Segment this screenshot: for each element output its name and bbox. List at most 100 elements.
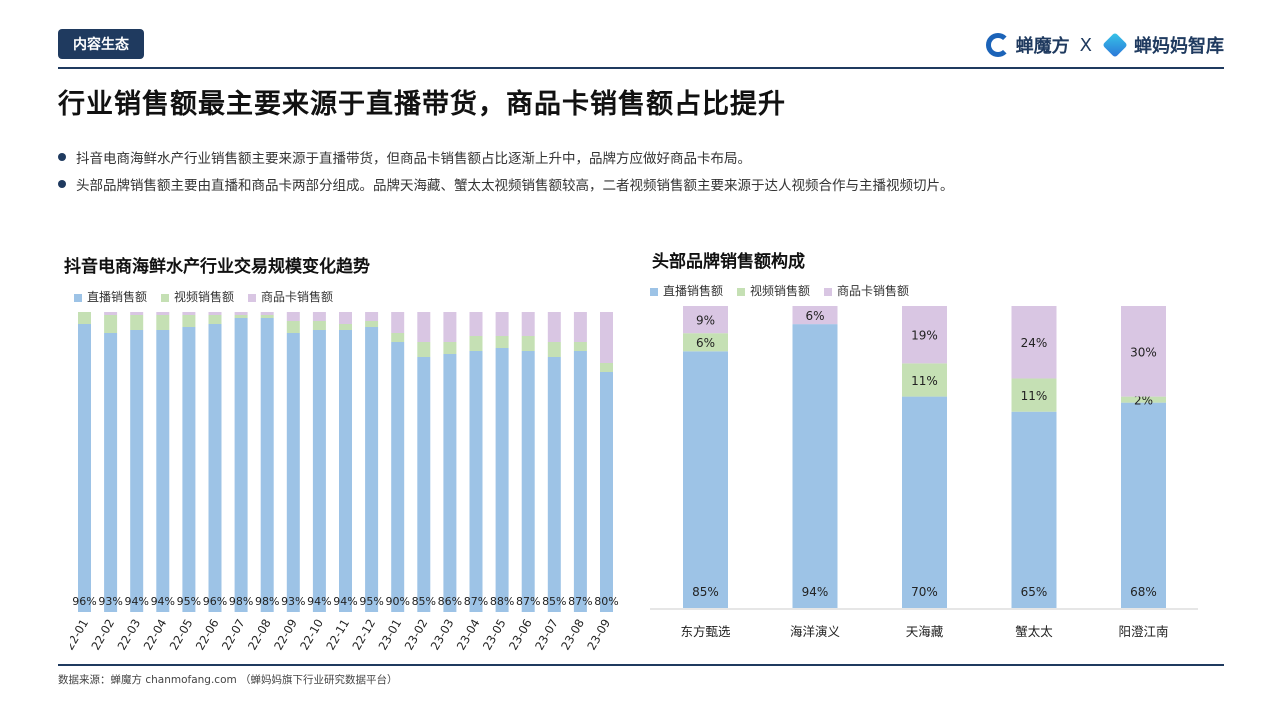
bar-segment-card: [182, 312, 196, 315]
data-source-note: 数据来源：蝉魔方 chanmofang.com （蝉妈妈旗下行业研究数据平台）: [58, 674, 398, 686]
bar-segment-card: [391, 312, 405, 333]
legend-item-video: 视频销售额: [161, 288, 234, 305]
x-tick-label: 23-04: [454, 617, 483, 653]
x-tick-label: 22-06: [193, 617, 222, 653]
bar-segment-card: [495, 312, 509, 336]
x-tick-label: 22-05: [167, 617, 196, 653]
bar-segment-live: [521, 351, 535, 612]
data-label: 6%: [696, 336, 715, 350]
data-label: 94%: [333, 595, 357, 608]
bar-segment-live: [312, 330, 326, 612]
data-label: 65%: [1021, 585, 1048, 599]
bar-segment-live: [417, 357, 431, 612]
bar-segment-live: [260, 318, 274, 612]
bar-segment-live: [547, 357, 561, 612]
bar-segment-card: [469, 312, 483, 336]
bar-segment-video: [234, 315, 248, 318]
bar-segment-live: [573, 351, 587, 612]
data-label: 6%: [805, 309, 824, 323]
x-tick-label: 23-05: [480, 617, 509, 653]
data-label: 24%: [1021, 336, 1048, 350]
x-tick-label: 22-04: [141, 617, 170, 653]
bar-segment-card: [902, 306, 947, 364]
bar-segment-card: [792, 306, 838, 325]
bar-segment-live: [443, 354, 457, 612]
bar-segment-video: [286, 321, 300, 333]
bar-segment-card: [573, 312, 587, 342]
bar-segment-card: [156, 312, 170, 315]
data-label: 87%: [464, 595, 488, 608]
bar-segment-card: [521, 312, 535, 336]
bar-segment-card: [547, 312, 561, 342]
bar-segment-video: [182, 315, 196, 327]
bar-segment-card: [208, 312, 222, 315]
x-tick-label: 22-07: [219, 617, 248, 653]
footer-divider: [58, 664, 1224, 666]
bar-segment-live: [495, 348, 509, 612]
bar-segment-card: [104, 312, 118, 315]
bar-segment-live: [286, 333, 300, 612]
bullet-item: 抖音电商海鲜水产行业销售额主要来源于直播带货，但商品卡销售额占比逐渐上升中，品牌…: [58, 143, 954, 170]
right-chart-title: 头部品牌销售额构成: [652, 252, 805, 272]
bar-segment-video: [156, 315, 170, 330]
x-tick-label: 23-06: [506, 617, 535, 653]
header-divider: [58, 67, 1224, 69]
data-label: 85%: [412, 595, 436, 608]
bar-segment-live: [182, 327, 196, 612]
data-label: 9%: [696, 314, 715, 328]
bar-segment-video: [339, 324, 352, 330]
data-label: 98%: [229, 595, 253, 608]
bar-segment-live: [1011, 411, 1057, 608]
bar-segment-card: [260, 312, 274, 315]
data-label: 86%: [438, 595, 462, 608]
chanmama-logo-icon: [1102, 32, 1128, 58]
x-tick-label: 22-12: [349, 617, 378, 653]
legend-item-live: 直播销售额: [74, 288, 147, 305]
x-tick-label: 23-08: [558, 617, 587, 653]
x-tick-label: 22-09: [271, 617, 300, 653]
bar-segment-video: [130, 315, 144, 330]
data-label: 98%: [255, 595, 279, 608]
bar-segment-card: [1121, 306, 1166, 397]
x-tick-label: 23-02: [402, 617, 431, 653]
x-tick-label: 东方甄选: [680, 624, 731, 639]
data-label: 90%: [385, 595, 409, 608]
bar-segment-live: [902, 396, 947, 608]
bar-segment-video: [208, 315, 222, 324]
right-chart-legend: 直播销售额 视频销售额 商品卡销售额: [650, 282, 909, 299]
legend-item-card: 商品卡销售额: [824, 282, 909, 299]
summary-bullets: 抖音电商海鲜水产行业销售额主要来源于直播带货，但商品卡销售额占比逐渐上升中，品牌…: [58, 143, 954, 197]
bar-segment-video: [495, 336, 509, 348]
bar-segment-card: [600, 312, 613, 363]
data-label: 11%: [911, 374, 938, 388]
section-tag: 内容生态: [58, 29, 144, 59]
x-tick-label: 23-01: [375, 617, 404, 653]
right-stacked-bar-chart: 85% 6% 9% 东方甄选 94% 6% 海洋演义 70% 11% 19% 天海藏 65% 11% 24…: [650, 306, 1198, 639]
data-label: 94%: [802, 585, 829, 599]
data-label: 96%: [72, 595, 96, 608]
chanmofang-logo-icon: [985, 33, 1010, 57]
page-title: 行业销售额最主要来源于直播带货，商品卡销售额占比提升: [58, 89, 786, 120]
bar-segment-live: [208, 324, 222, 612]
left-stacked-bar-chart: 96% 22-01 93% 22-02 94% 22-03 94% 22-04 95% 22-05…: [70, 312, 619, 653]
brand-logos: 蝉魔方 X 蝉妈妈智库: [985, 30, 1224, 60]
bar-segment-live: [104, 333, 118, 612]
data-label: 68%: [1130, 585, 1157, 599]
bar-segment-video: [600, 363, 613, 372]
bar-segment-card: [683, 306, 728, 334]
x-tick-label: 23-09: [584, 617, 613, 653]
data-label: 95%: [177, 595, 201, 608]
data-label: 88%: [490, 595, 514, 608]
brand-right-name: 蝉妈妈智库: [1134, 36, 1224, 57]
legend-item-card: 商品卡销售额: [248, 288, 333, 305]
data-label: 19%: [911, 329, 938, 343]
bar-segment-card: [286, 312, 300, 321]
bar-segment-live: [391, 342, 405, 612]
data-label: 94%: [124, 595, 148, 608]
bar-segment-card: [365, 312, 379, 321]
x-tick-label: 23-03: [428, 617, 457, 653]
x-tick-label: 天海藏: [906, 624, 944, 639]
legend-item-video: 视频销售额: [737, 282, 810, 299]
x-tick-label: 22-10: [297, 617, 326, 653]
bar-segment-video: [573, 342, 587, 351]
